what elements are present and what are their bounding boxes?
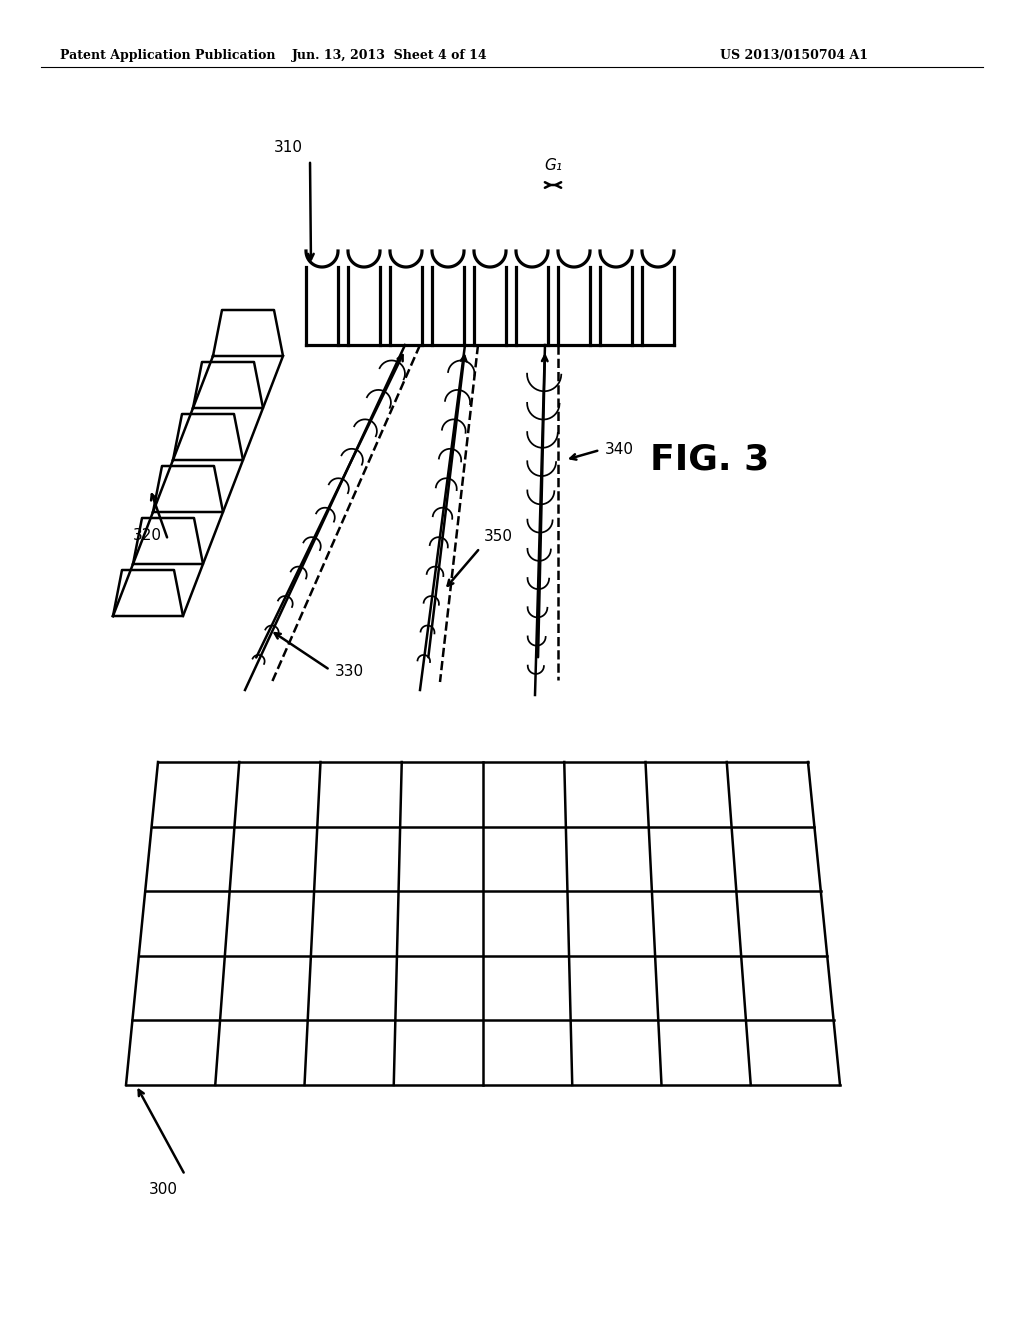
Text: 340: 340: [605, 442, 634, 458]
Text: Jun. 13, 2013  Sheet 4 of 14: Jun. 13, 2013 Sheet 4 of 14: [292, 49, 487, 62]
Text: 330: 330: [335, 664, 365, 680]
Text: 320: 320: [133, 528, 162, 544]
Text: FIG. 3: FIG. 3: [650, 444, 770, 477]
Text: 310: 310: [274, 140, 303, 154]
Text: Patent Application Publication: Patent Application Publication: [60, 49, 275, 62]
Text: G₁: G₁: [544, 158, 562, 173]
Text: 350: 350: [484, 529, 513, 544]
Text: 300: 300: [150, 1181, 178, 1197]
Text: US 2013/0150704 A1: US 2013/0150704 A1: [720, 49, 868, 62]
